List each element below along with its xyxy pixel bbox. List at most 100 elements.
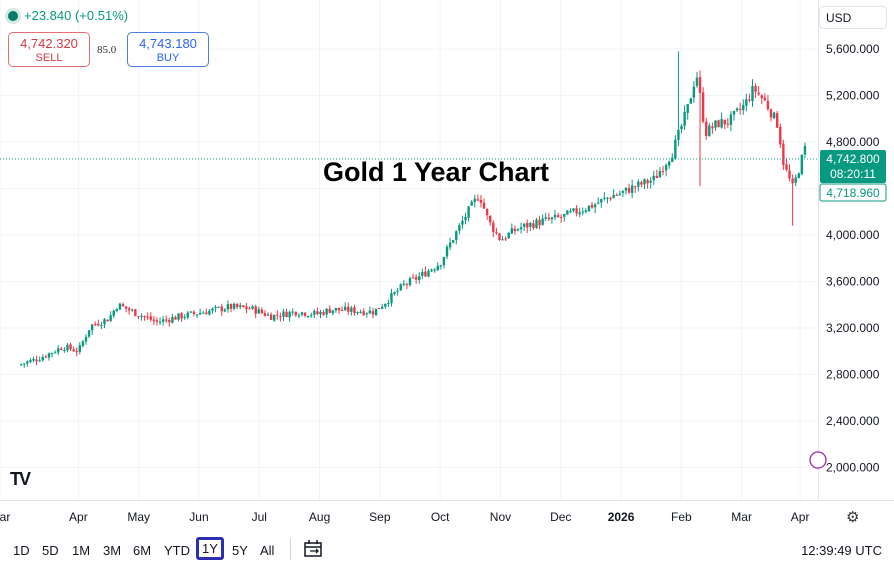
- candle-body: [303, 312, 307, 316]
- y-tick-label: 3,600.000: [826, 275, 880, 289]
- candle-body: [319, 311, 322, 315]
- candle-body: [664, 164, 668, 171]
- candle-body: [519, 227, 523, 230]
- candle-body: [538, 219, 541, 226]
- range-ytd[interactable]: YTD: [164, 543, 190, 558]
- candle-body: [146, 316, 149, 318]
- candle-body: [279, 316, 282, 318]
- candle-body: [513, 228, 517, 232]
- candle-body: [29, 360, 32, 363]
- candle-body: [235, 303, 239, 308]
- candle-body: [470, 201, 473, 206]
- candle-body: [152, 319, 156, 321]
- candle-body: [609, 197, 612, 199]
- candle-body: [695, 77, 699, 86]
- candle-body: [646, 180, 649, 184]
- candle-body: [97, 323, 100, 326]
- x-tick-label: Jun: [189, 510, 208, 524]
- candle-body: [411, 277, 415, 279]
- candle-body: [541, 218, 544, 225]
- candle-body: [149, 316, 152, 320]
- candle-body: [381, 306, 384, 309]
- y-tick-label: 4,800.000: [826, 135, 880, 149]
- calendar-range-icon[interactable]: [303, 539, 325, 559]
- candle-body: [559, 217, 563, 219]
- candle-body: [127, 308, 131, 311]
- candle-body: [467, 206, 470, 218]
- candle-body: [294, 311, 298, 316]
- candle-body: [103, 319, 106, 325]
- x-tick-label: Oct: [431, 510, 450, 524]
- tradingview-logo-icon[interactable]: TV: [10, 469, 31, 489]
- y-tick-label: 3,200.000: [826, 321, 880, 335]
- candle-body: [766, 101, 770, 110]
- candle-body: [322, 311, 325, 315]
- candle-body: [584, 210, 588, 212]
- candle-body: [226, 304, 230, 310]
- currency-selector[interactable]: USD: [819, 6, 887, 29]
- candle-body: [347, 306, 350, 312]
- buy-button[interactable]: 4,743.180 BUY: [127, 32, 209, 67]
- sell-button[interactable]: 4,742.320 SELL: [8, 32, 90, 67]
- candle-body: [436, 265, 439, 271]
- candle-body: [365, 313, 368, 315]
- x-tick-label: Jul: [252, 510, 267, 524]
- candle-body: [634, 186, 637, 188]
- candle-body: [257, 309, 260, 314]
- candle-body: [455, 231, 458, 240]
- candle-body: [343, 306, 347, 311]
- candle-body: [612, 194, 615, 199]
- candle-body: [797, 173, 800, 179]
- range-all[interactable]: All: [260, 543, 275, 558]
- candle-body: [106, 319, 109, 322]
- y-tick-label: 4,000.000: [826, 228, 880, 242]
- range-1y[interactable]: 1Y: [196, 537, 224, 560]
- candle-body: [276, 314, 279, 316]
- candle-body: [754, 85, 757, 92]
- x-tick-label: Dec: [550, 510, 571, 524]
- candle-body: [368, 310, 372, 314]
- candle-body: [35, 359, 38, 362]
- candle-body: [269, 314, 273, 320]
- candle-body: [507, 232, 510, 239]
- range-5d[interactable]: 5D: [42, 543, 59, 558]
- range-3m[interactable]: 3M: [103, 543, 122, 558]
- alert-marker-icon[interactable]: [809, 451, 827, 469]
- candle-body: [211, 308, 214, 311]
- x-tick-label: Mar: [0, 510, 10, 524]
- candle-body: [214, 306, 217, 308]
- candle-body: [686, 104, 689, 113]
- candle-body: [671, 157, 674, 162]
- candle-body: [32, 358, 35, 361]
- candle-body: [143, 316, 146, 318]
- candle-body: [655, 175, 659, 179]
- x-tick-label: Mar: [731, 510, 752, 524]
- candle-body: [297, 315, 301, 317]
- gear-icon[interactable]: ⚙: [846, 509, 860, 526]
- range-1m[interactable]: 1M: [72, 543, 91, 558]
- candle-body: [418, 276, 421, 280]
- candle-body: [485, 209, 489, 216]
- candle-body: [229, 304, 233, 309]
- candle-body: [578, 212, 581, 215]
- candle-body: [738, 108, 742, 110]
- candle-body: [84, 337, 88, 342]
- range-5y[interactable]: 5Y: [232, 543, 248, 558]
- candle-body: [563, 214, 566, 217]
- range-1d[interactable]: 1D: [13, 543, 30, 558]
- candle-body: [192, 311, 196, 314]
- candle-body: [772, 112, 776, 119]
- candle-body: [393, 292, 396, 294]
- candle-body: [522, 223, 526, 227]
- candle-body: [479, 199, 483, 203]
- candle-body: [711, 126, 714, 129]
- candle-body: [63, 349, 66, 351]
- candle-body: [708, 125, 711, 137]
- candle-body: [310, 314, 313, 316]
- candle-body: [600, 198, 603, 203]
- range-6m[interactable]: 6M: [133, 543, 152, 558]
- candle-body: [186, 312, 190, 318]
- candle-body: [464, 217, 467, 221]
- candle-body: [526, 222, 529, 228]
